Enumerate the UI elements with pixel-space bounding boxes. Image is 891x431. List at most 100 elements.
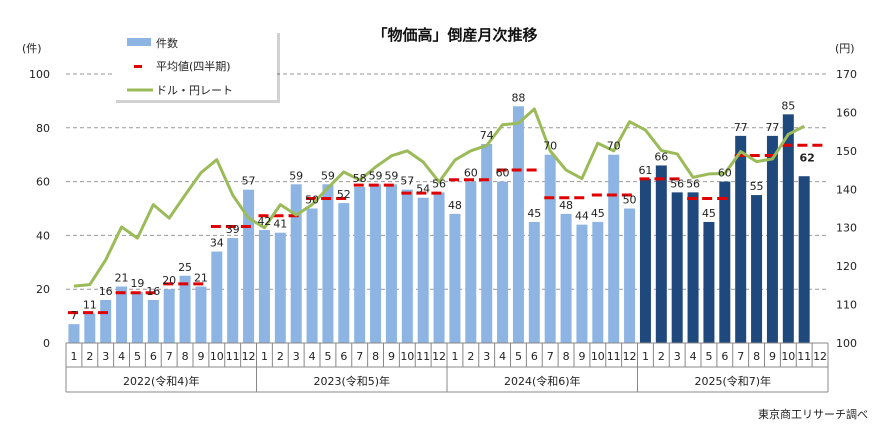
chart-title: 「物価高」倒産月次推移 [372, 26, 537, 44]
legend-swatch-bar [127, 38, 151, 46]
bar-value-label: 50 [623, 194, 637, 207]
month-label: 11 [607, 350, 621, 363]
month-label: 8 [372, 350, 379, 363]
bar [608, 154, 620, 343]
bar [417, 197, 429, 343]
bar-value-label: 56 [686, 177, 700, 190]
bar [687, 192, 699, 343]
bar [766, 135, 778, 343]
month-label: 12 [813, 350, 827, 363]
bar [258, 230, 270, 343]
bar-value-label: 20 [162, 274, 176, 287]
month-label: 8 [753, 350, 760, 363]
bar [100, 299, 112, 343]
bar [243, 189, 255, 343]
bar [497, 181, 509, 343]
bar [227, 238, 239, 343]
month-label: 8 [182, 350, 189, 363]
bar [512, 106, 524, 343]
bar-value-label: 66 [654, 150, 668, 163]
bar [385, 184, 397, 343]
year-label: 2022(令和4)年 [123, 374, 200, 388]
month-label: 12 [432, 350, 446, 363]
bar-value-label: 57 [242, 175, 256, 188]
bar [306, 208, 318, 343]
bar-value-label: 54 [416, 183, 430, 196]
month-label: 10 [400, 350, 414, 363]
bar-value-label: 61 [638, 164, 652, 177]
month-label: 4 [690, 350, 697, 363]
bar [671, 192, 683, 343]
bar-value-label: 41 [273, 218, 287, 231]
right-tick-label: 120 [836, 260, 857, 273]
month-label: 6 [531, 350, 538, 363]
month-label: 10 [781, 350, 795, 363]
month-label: 1 [261, 350, 268, 363]
bar [147, 299, 159, 343]
month-label: 2 [86, 350, 93, 363]
bar [449, 213, 461, 343]
bar-value-label: 88 [511, 91, 525, 104]
month-label: 12 [623, 350, 637, 363]
bar [560, 213, 572, 343]
month-label: 3 [102, 350, 109, 363]
bar [338, 203, 350, 343]
bar-value-label: 42 [257, 215, 271, 228]
month-label: 9 [388, 350, 395, 363]
right-tick-label: 150 [836, 145, 857, 158]
left-tick-label: 20 [36, 283, 50, 296]
bar [433, 192, 445, 343]
bar-value-label: 60 [496, 167, 510, 180]
bar-value-label: 44 [575, 210, 589, 223]
right-tick-label: 100 [836, 337, 857, 350]
right-tick-label: 140 [836, 183, 857, 196]
bar [624, 208, 636, 343]
bar-value-label: 45 [702, 207, 716, 220]
bar-value-label: 85 [781, 99, 795, 112]
left-axis-unit: (件) [22, 42, 42, 55]
bar [274, 232, 286, 343]
right-tick-label: 130 [836, 222, 857, 235]
month-label: 5 [324, 350, 331, 363]
bar [370, 184, 382, 343]
left-tick-label: 0 [43, 337, 50, 350]
bar [131, 291, 143, 343]
month-label: 11 [416, 350, 430, 363]
year-label: 2024(令和6)年 [504, 374, 581, 388]
month-label: 7 [547, 350, 554, 363]
month-label: 5 [705, 350, 712, 363]
bar [163, 289, 175, 343]
month-label: 3 [483, 350, 490, 363]
bar-value-label: 56 [670, 177, 684, 190]
bar [195, 286, 207, 343]
month-label: 8 [563, 350, 570, 363]
month-label: 2 [277, 350, 284, 363]
month-label: 10 [210, 350, 224, 363]
bar-value-label: 62 [800, 151, 815, 164]
month-label: 7 [166, 350, 173, 363]
month-label: 9 [578, 350, 585, 363]
bar [290, 184, 302, 343]
year-label: 2025(令和7)年 [694, 374, 771, 388]
bar-value-label: 59 [384, 169, 398, 182]
bar [735, 135, 747, 343]
bar-value-label: 48 [448, 199, 462, 212]
month-label: 5 [515, 350, 522, 363]
bar [703, 221, 715, 343]
month-label: 7 [737, 350, 744, 363]
bar-value-label: 19 [130, 277, 144, 290]
legend-label-line: ドル・円レート [156, 84, 233, 97]
bar [576, 224, 588, 343]
month-label: 3 [293, 350, 300, 363]
bar [481, 143, 493, 343]
month-label: 4 [309, 350, 316, 363]
month-label: 1 [451, 350, 458, 363]
left-tick-label: 60 [36, 176, 50, 189]
source-note: 東京商工リサーチ調べ [758, 407, 868, 421]
right-tick-label: 110 [836, 299, 857, 312]
month-label: 4 [499, 350, 506, 363]
bar [84, 313, 96, 343]
bar-value-label: 77 [765, 121, 779, 134]
bar-value-label: 50 [305, 194, 319, 207]
